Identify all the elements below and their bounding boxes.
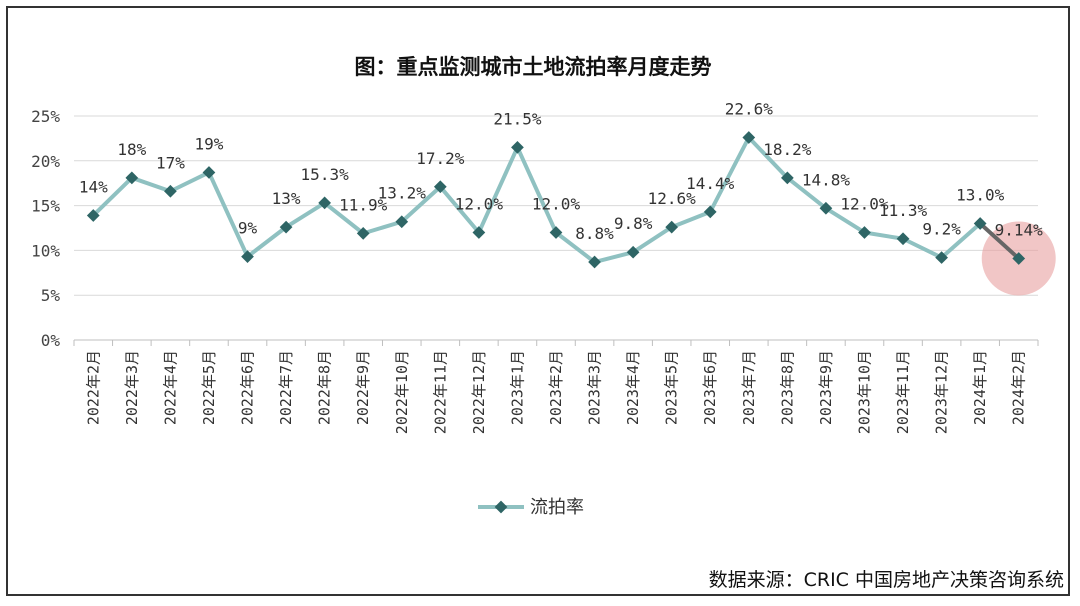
data-point-marker	[279, 220, 293, 234]
data-label: 11.9%	[339, 195, 388, 214]
x-tick-label: 2023年7月	[740, 350, 758, 425]
x-tick-label: 2022年3月	[123, 350, 141, 425]
x-tick-label: 2022年12月	[470, 350, 488, 434]
data-label: 13.0%	[956, 186, 1005, 205]
data-point-marker	[433, 180, 447, 194]
y-tick-label: 25%	[31, 107, 60, 126]
series-line-last-segment	[978, 221, 1021, 261]
data-point-marker	[164, 184, 177, 198]
chart-frame: 图：重点监测城市土地流拍率月度走势 0% 5% 10% 15% 20% 25% 2022年…	[6, 6, 1070, 596]
data-point-marker	[896, 232, 910, 246]
line-chart: 图：重点监测城市土地流拍率月度走势 0% 5% 10% 15% 20% 25% 2022年…	[31, 55, 1064, 591]
data-label: 18.2%	[763, 140, 812, 159]
data-label: 12.6%	[648, 189, 697, 208]
y-tick-label: 0%	[41, 331, 61, 350]
y-tick-label: 20%	[31, 152, 60, 171]
x-tick-label: 2022年7月	[277, 350, 295, 425]
data-label: 17%	[156, 153, 185, 172]
series-line	[91, 135, 983, 265]
data-point-marker	[318, 196, 332, 210]
data-label: 14.8%	[802, 170, 851, 189]
x-tick-label: 2022年9月	[354, 350, 372, 425]
data-point-marker	[241, 250, 254, 264]
y-axis-ticks: 0% 5% 10% 15% 20% 25%	[31, 107, 60, 350]
y-tick-label: 5%	[41, 286, 61, 305]
data-label: 9%	[238, 219, 258, 238]
x-tick-label: 2023年1月	[508, 350, 526, 425]
grid	[73, 115, 1039, 346]
x-tick-label: 2022年8月	[316, 350, 334, 425]
x-tick-label: 2023年10月	[855, 350, 873, 434]
source-note: 数据来源：CRIC 中国房地产决策咨询系统	[709, 569, 1064, 591]
x-tick-label: 2023年5月	[663, 350, 681, 425]
data-label: 18%	[117, 140, 146, 159]
data-label: 19%	[195, 134, 224, 153]
legend-swatch-marker	[494, 500, 508, 514]
x-tick-label: 2023年8月	[778, 350, 796, 425]
data-label: 8.8%	[575, 224, 614, 243]
x-tick-label: 2023年9月	[817, 350, 835, 425]
x-tick-label: 2022年5月	[200, 350, 218, 425]
data-point-marker	[125, 171, 139, 185]
data-point-marker	[395, 215, 409, 229]
data-label: 9.2%	[922, 220, 961, 239]
x-tick-label: 2022年11月	[431, 350, 449, 434]
data-label: 12.0%	[532, 194, 581, 213]
data-label: 9.14%	[995, 220, 1044, 239]
data-label: 9.8%	[614, 214, 653, 233]
data-label: 17.2%	[416, 149, 465, 168]
data-point-marker	[86, 209, 100, 222]
y-tick-label: 10%	[31, 241, 60, 260]
data-label: 14.4%	[686, 174, 735, 193]
x-tick-label: 2023年3月	[586, 350, 604, 425]
data-point-marker	[356, 227, 370, 240]
data-label: 13%	[272, 189, 301, 208]
data-label: 11.3%	[879, 201, 928, 220]
legend-label: 流拍率	[530, 497, 584, 518]
y-tick-label: 15%	[31, 197, 60, 216]
x-tick-label: 2022年4月	[161, 350, 179, 425]
x-tick-label: 2023年12月	[933, 350, 951, 434]
x-tick-label: 2022年6月	[239, 350, 257, 425]
legend[interactable]: 流拍率	[478, 497, 584, 518]
x-tick-label: 2024年1月	[971, 350, 989, 425]
x-axis-ticks: 2022年2月 2022年3月 2022年4月 2022年5月 2022年6月 2022年…	[84, 350, 1027, 434]
data-label: 14%	[79, 177, 108, 196]
data-point-marker	[202, 166, 216, 179]
x-tick-label: 2023年6月	[701, 350, 719, 425]
data-point-marker	[472, 226, 486, 239]
data-label: 21.5%	[493, 109, 542, 128]
data-labels: 14% 18% 17% 19% 9% 13%15.3% 11.9%13.2% 17.2% 12.…	[79, 100, 1043, 244]
x-tick-label: 2023年2月	[547, 350, 565, 425]
x-tick-label: 2023年11月	[894, 350, 912, 434]
data-label: 12.0%	[840, 194, 889, 213]
x-tick-label: 2023年4月	[624, 350, 642, 425]
x-tick-label: 2024年2月	[1010, 350, 1028, 425]
data-point-marker	[511, 140, 524, 154]
chart-title: 图：重点监测城市土地流拍率月度走势	[355, 55, 712, 79]
x-tick-label: 2022年2月	[84, 350, 102, 425]
data-label: 15.3%	[301, 165, 350, 184]
data-label: 22.6%	[725, 100, 774, 119]
data-label: 13.2%	[378, 184, 427, 203]
x-tick-label: 2022年10月	[393, 350, 411, 434]
data-label: 12.0%	[455, 194, 504, 213]
